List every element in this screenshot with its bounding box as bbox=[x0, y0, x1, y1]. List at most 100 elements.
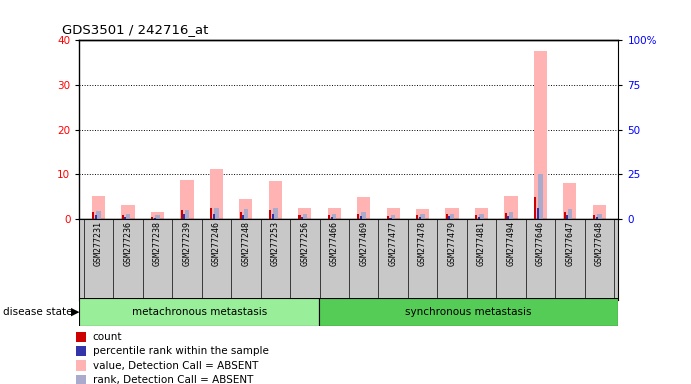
Bar bbox=[301, 217, 303, 219]
Bar bbox=[213, 214, 215, 219]
Bar bbox=[534, 197, 536, 219]
Text: GSM277646: GSM277646 bbox=[536, 221, 545, 266]
Bar bbox=[361, 212, 366, 219]
Bar bbox=[597, 214, 601, 219]
Bar bbox=[475, 215, 477, 219]
Text: GSM277477: GSM277477 bbox=[388, 221, 397, 266]
Bar bbox=[124, 217, 126, 219]
Bar bbox=[328, 215, 330, 219]
Bar bbox=[269, 181, 282, 219]
Bar bbox=[122, 215, 124, 219]
Text: GSM277481: GSM277481 bbox=[477, 221, 486, 266]
Bar bbox=[446, 208, 459, 219]
Bar bbox=[298, 208, 312, 219]
Bar bbox=[122, 205, 135, 219]
Bar bbox=[509, 212, 513, 219]
Bar bbox=[477, 217, 480, 219]
Text: GSM277238: GSM277238 bbox=[153, 221, 162, 266]
Text: value, Detection Call = ABSENT: value, Detection Call = ABSENT bbox=[93, 361, 258, 371]
Bar bbox=[239, 199, 252, 219]
Bar bbox=[77, 375, 86, 384]
Text: GSM277469: GSM277469 bbox=[359, 221, 368, 266]
Bar bbox=[330, 217, 332, 219]
Text: GSM277466: GSM277466 bbox=[330, 221, 339, 266]
Bar bbox=[210, 169, 223, 219]
Bar bbox=[214, 208, 218, 219]
Bar bbox=[391, 215, 395, 219]
Bar bbox=[151, 217, 153, 219]
Text: GSM277478: GSM277478 bbox=[418, 221, 427, 266]
Bar bbox=[564, 212, 565, 219]
Bar bbox=[475, 208, 488, 219]
Text: GSM277231: GSM277231 bbox=[94, 221, 103, 266]
Bar bbox=[332, 214, 337, 219]
Bar bbox=[596, 217, 598, 219]
Bar bbox=[357, 214, 359, 219]
Text: percentile rank within the sample: percentile rank within the sample bbox=[93, 346, 269, 356]
Bar bbox=[155, 215, 160, 219]
Text: GSM277248: GSM277248 bbox=[241, 221, 250, 266]
Text: synchronous metastasis: synchronous metastasis bbox=[406, 307, 532, 317]
Bar bbox=[79, 298, 319, 326]
Bar bbox=[210, 208, 212, 219]
Bar bbox=[390, 218, 392, 219]
Text: GSM277479: GSM277479 bbox=[448, 221, 457, 266]
Bar bbox=[244, 209, 248, 219]
Text: rank, Detection Call = ABSENT: rank, Detection Call = ABSENT bbox=[93, 375, 253, 384]
Bar bbox=[95, 215, 97, 219]
Bar bbox=[273, 208, 278, 219]
Bar bbox=[92, 196, 105, 219]
Text: GSM277256: GSM277256 bbox=[301, 221, 310, 266]
Bar bbox=[183, 214, 185, 219]
Bar bbox=[537, 208, 539, 219]
Text: disease state: disease state bbox=[3, 307, 73, 317]
Bar bbox=[480, 214, 484, 219]
Bar bbox=[303, 214, 307, 219]
Bar bbox=[77, 332, 86, 342]
Bar bbox=[151, 212, 164, 219]
Bar bbox=[387, 216, 389, 219]
Bar bbox=[416, 209, 429, 219]
Text: GSM277647: GSM277647 bbox=[565, 221, 574, 266]
Text: GSM277253: GSM277253 bbox=[271, 221, 280, 266]
Bar bbox=[563, 183, 576, 219]
Text: GSM277648: GSM277648 bbox=[595, 221, 604, 266]
Text: ▶: ▶ bbox=[71, 307, 79, 317]
Bar bbox=[538, 174, 542, 219]
Bar bbox=[319, 298, 618, 326]
Text: GSM277246: GSM277246 bbox=[212, 221, 221, 266]
Bar bbox=[180, 180, 193, 219]
Bar bbox=[242, 215, 244, 219]
Bar bbox=[93, 212, 95, 219]
Bar bbox=[77, 360, 86, 371]
Bar bbox=[507, 216, 509, 219]
Bar bbox=[299, 215, 301, 219]
Bar bbox=[126, 214, 131, 219]
Text: GSM277236: GSM277236 bbox=[124, 221, 133, 266]
Bar bbox=[567, 209, 572, 219]
Bar bbox=[328, 208, 341, 219]
Bar bbox=[450, 214, 454, 219]
Bar bbox=[97, 211, 101, 219]
Text: GDS3501 / 242716_at: GDS3501 / 242716_at bbox=[61, 23, 208, 36]
Bar bbox=[269, 210, 271, 219]
Text: metachronous metastasis: metachronous metastasis bbox=[131, 307, 267, 317]
Text: GSM277239: GSM277239 bbox=[182, 221, 191, 266]
Bar bbox=[420, 214, 425, 219]
Bar bbox=[272, 214, 274, 219]
Bar bbox=[504, 213, 507, 219]
Bar bbox=[360, 216, 362, 219]
Bar bbox=[386, 208, 400, 219]
Bar bbox=[416, 215, 418, 219]
Bar bbox=[566, 215, 568, 219]
Bar bbox=[357, 197, 370, 219]
Bar bbox=[419, 217, 421, 219]
Bar bbox=[504, 196, 518, 219]
Bar bbox=[184, 210, 189, 219]
Text: count: count bbox=[93, 332, 122, 342]
Bar bbox=[446, 214, 448, 219]
Bar bbox=[448, 216, 451, 219]
Bar bbox=[240, 212, 242, 219]
Bar bbox=[593, 205, 606, 219]
Bar bbox=[180, 210, 182, 219]
